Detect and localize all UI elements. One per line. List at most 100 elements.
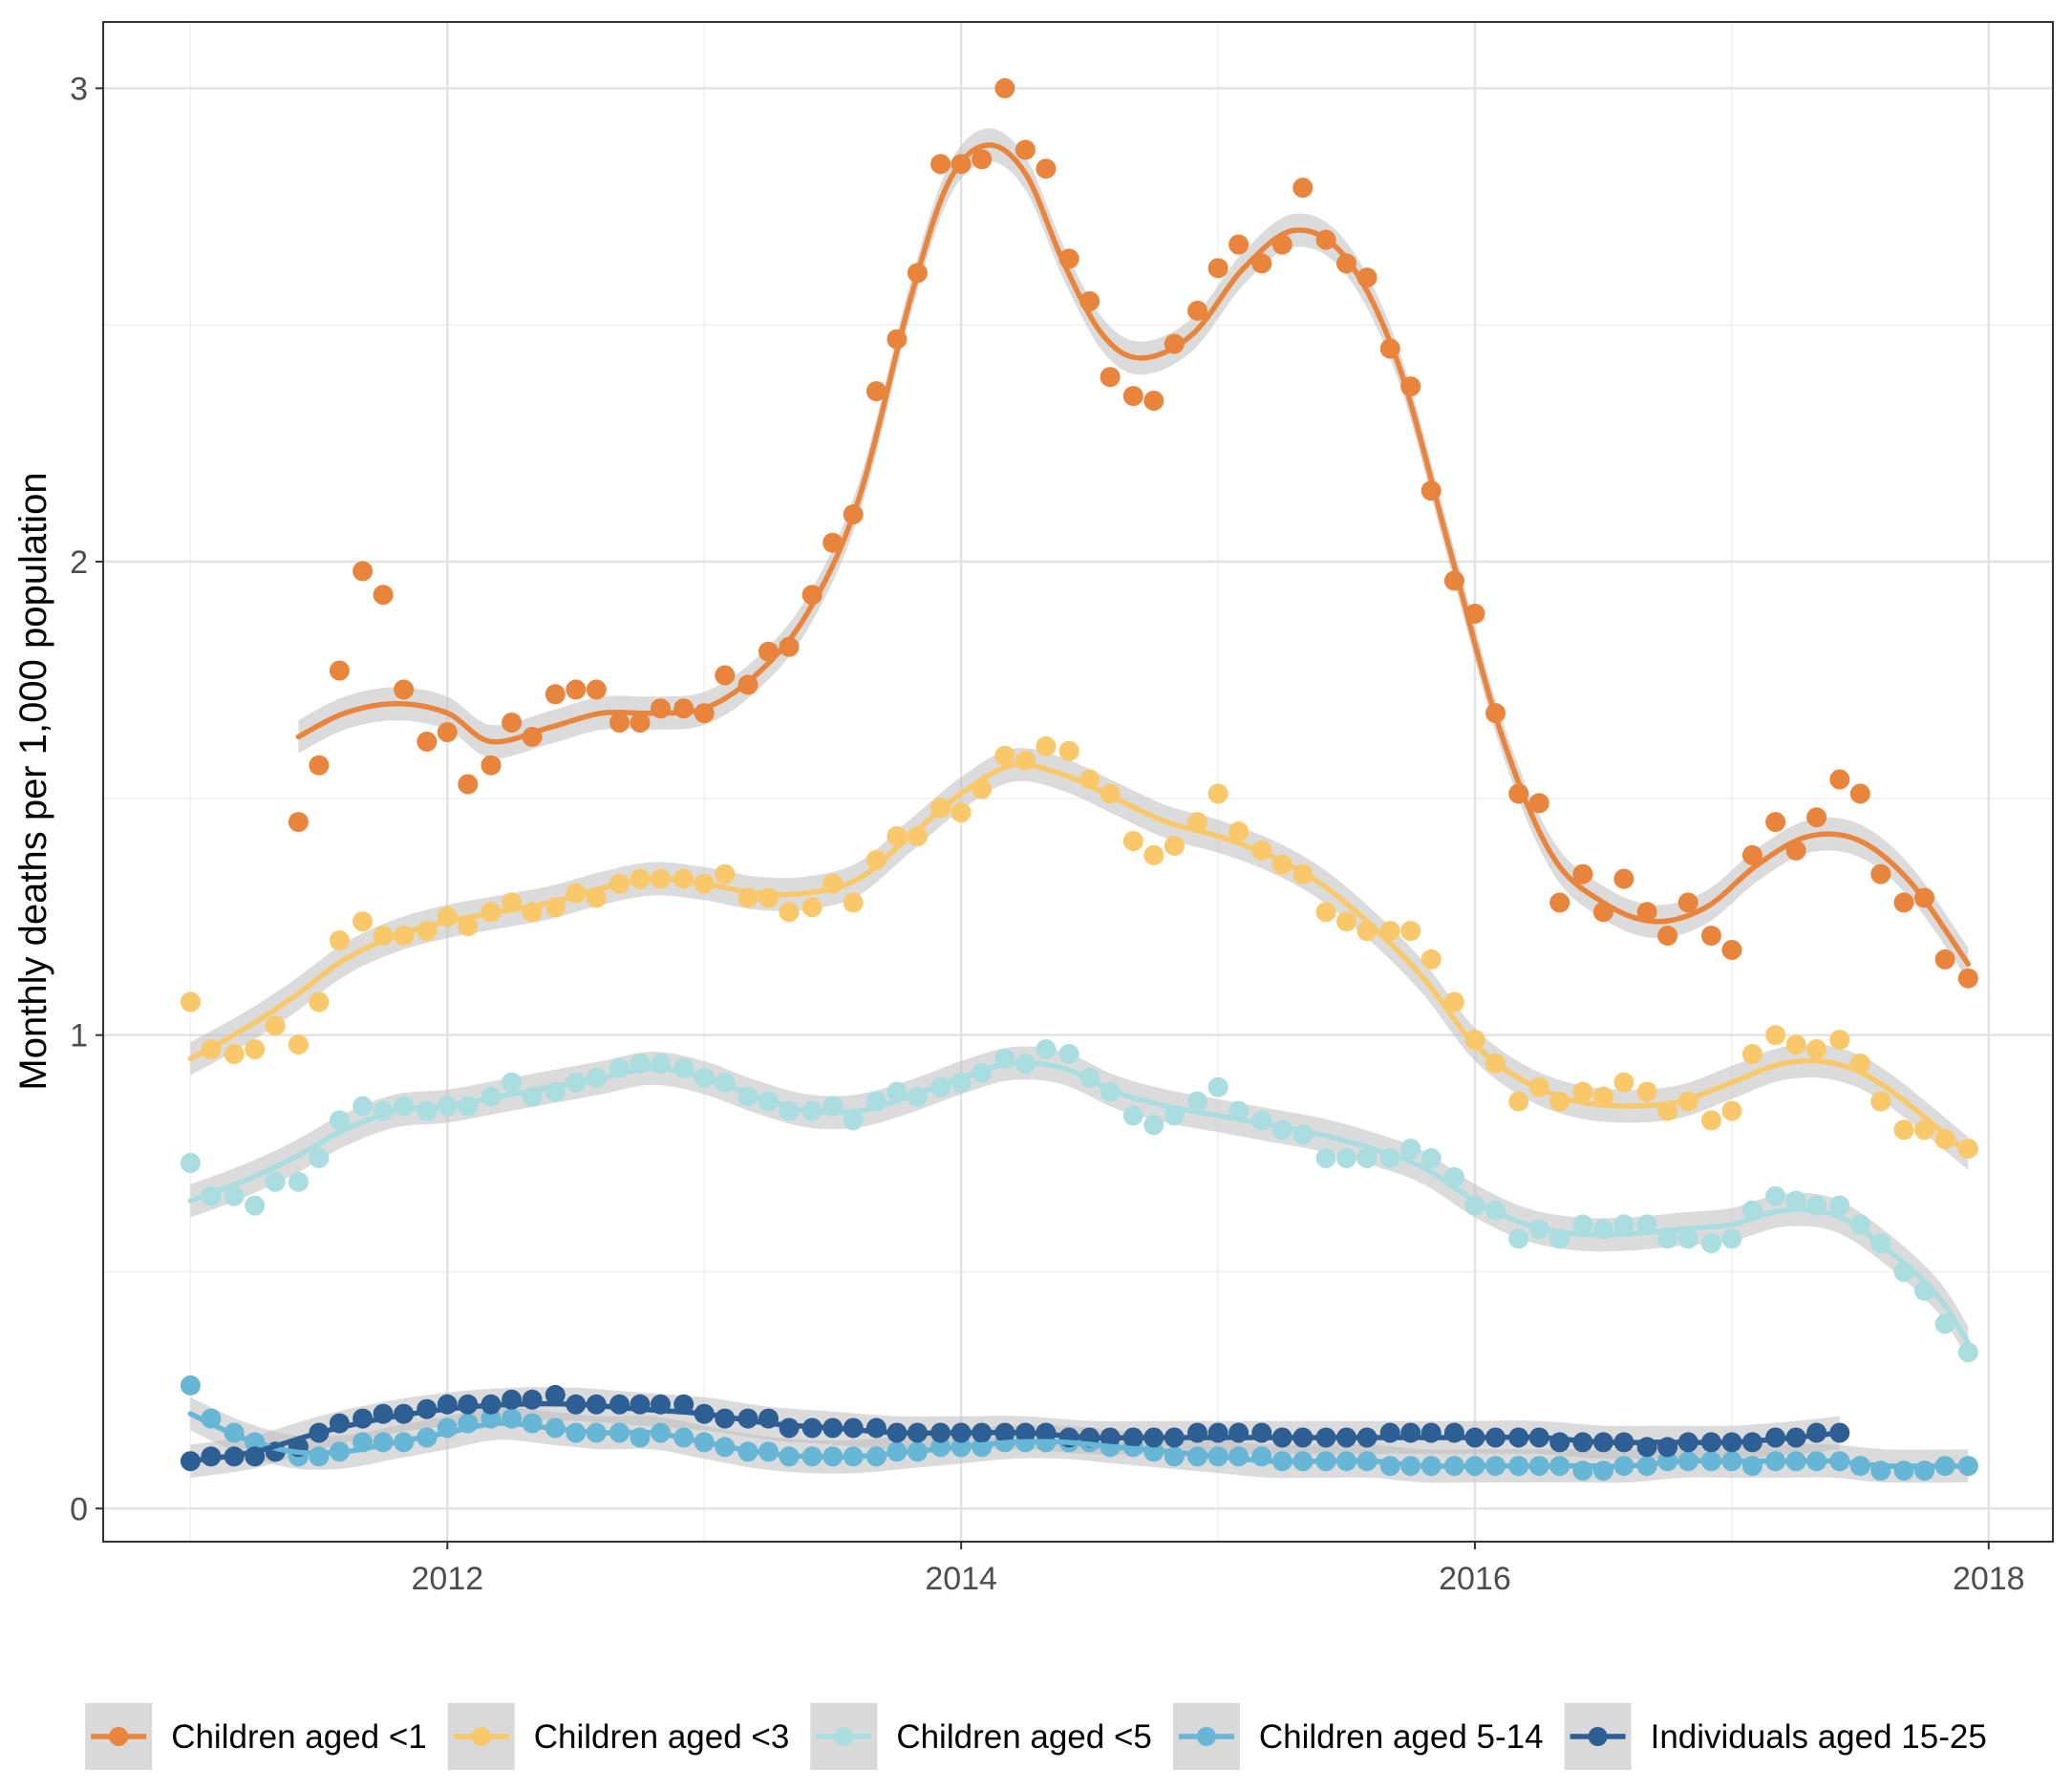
legend-label: Children aged 5-14 — [1259, 1718, 1544, 1756]
point-children-aged-3 — [352, 911, 374, 932]
point-children-aged-5 — [265, 1171, 286, 1192]
point-children-aged-1 — [1636, 902, 1657, 923]
point-children-aged-5 — [329, 1110, 350, 1131]
point-children-aged-5 — [1420, 1148, 1442, 1168]
point-children-aged-3 — [1228, 821, 1250, 842]
point-children-aged-1 — [930, 154, 951, 175]
point-children-aged-1 — [437, 722, 458, 742]
point-children-aged-1 — [865, 381, 886, 402]
point-children-aged-5 — [288, 1171, 309, 1192]
trend-line-individuals-aged-15-25 — [187, 1400, 1843, 1464]
point-children-aged-1 — [715, 665, 736, 686]
axes: 2012 2014 2016 2018 0 1 2 3 — [70, 71, 2025, 1597]
point-children-aged-1 — [1613, 868, 1634, 889]
point-children-aged-5 — [1122, 1105, 1143, 1126]
point-children-aged-1 — [1036, 159, 1057, 180]
point-children-aged-5 — [1058, 1044, 1079, 1064]
legend: Children aged <1 Children aged <3 Children… — [85, 1703, 1987, 1770]
y-tick-label: 2 — [70, 544, 88, 581]
point-children-aged-1 — [458, 774, 479, 795]
point-children-aged-3 — [265, 1015, 286, 1036]
point-children-aged-1 — [609, 713, 630, 733]
point-children-aged-5-14 — [180, 1374, 201, 1396]
x-tick-label: 2012 — [412, 1561, 484, 1597]
point-children-aged-1 — [1572, 863, 1593, 884]
point-children-aged-3 — [715, 863, 736, 884]
point-children-aged-5 — [1677, 1228, 1698, 1249]
point-children-aged-1 — [309, 755, 330, 776]
point-children-aged-3 — [1420, 948, 1442, 970]
point-children-aged-1 — [1100, 367, 1121, 388]
trend-line-children-aged-5 — [187, 1060, 1972, 1346]
point-children-aged-1 — [1741, 844, 1762, 865]
point-children-aged-3 — [779, 902, 800, 923]
legend-key-point — [834, 1727, 854, 1746]
point-children-aged-5 — [1613, 1214, 1634, 1235]
point-children-aged-3 — [1700, 1110, 1721, 1131]
point-children-aged-5 — [1700, 1233, 1721, 1254]
point-children-aged-5 — [309, 1148, 330, 1168]
point-children-aged-3 — [1315, 902, 1336, 923]
point-children-aged-1 — [1677, 892, 1698, 913]
point-children-aged-1 — [545, 684, 566, 705]
point-children-aged-5-14 — [309, 1446, 330, 1467]
point-children-aged-5 — [1207, 1076, 1228, 1097]
x-tick-label: 2018 — [1953, 1561, 2025, 1597]
point-children-aged-3 — [843, 892, 864, 913]
point-children-aged-3 — [288, 1034, 309, 1055]
point-children-aged-3 — [309, 991, 330, 1012]
point-children-aged-3 — [994, 745, 1015, 766]
legend-label: Children aged <3 — [534, 1718, 790, 1756]
point-children-aged-3 — [1207, 783, 1228, 804]
point-children-aged-3 — [758, 887, 779, 908]
point-children-aged-5 — [843, 1110, 864, 1131]
point-children-aged-3 — [1957, 1139, 1978, 1160]
point-children-aged-1 — [1806, 807, 1827, 828]
point-children-aged-5 — [1721, 1228, 1742, 1249]
point-children-aged-3 — [1464, 1030, 1485, 1051]
point-children-aged-3 — [1143, 844, 1164, 865]
legend-item-children-aged-1: Children aged <1 — [85, 1703, 427, 1770]
point-children-aged-3 — [1164, 835, 1185, 856]
plot-panel-border — [102, 21, 2054, 1543]
point-children-aged-1 — [1870, 863, 1891, 884]
point-children-aged-1 — [1549, 892, 1570, 913]
point-children-aged-1 — [994, 77, 1015, 98]
point-children-aged-1 — [1893, 892, 1914, 913]
point-children-aged-3 — [1914, 1119, 1934, 1140]
point-children-aged-5 — [1957, 1342, 1978, 1363]
point-children-aged-3 — [951, 802, 972, 823]
point-children-aged-1 — [1849, 783, 1870, 804]
point-children-aged-3 — [245, 1039, 266, 1059]
point-children-aged-1 — [373, 585, 394, 606]
x-tick-label: 2016 — [1439, 1561, 1511, 1597]
point-children-aged-5 — [1508, 1228, 1529, 1249]
point-children-aged-1 — [288, 812, 309, 833]
point-children-aged-3 — [458, 916, 479, 937]
point-children-aged-3 — [1122, 831, 1143, 851]
y-tick-label: 0 — [70, 1491, 88, 1527]
point-individuals-aged-15-25 — [1549, 1432, 1570, 1453]
y-tick-label: 1 — [70, 1018, 88, 1055]
point-children-aged-1 — [1700, 926, 1721, 947]
point-children-aged-3 — [1765, 1025, 1786, 1046]
point-children-aged-1 — [586, 679, 607, 700]
point-children-aged-3 — [1870, 1091, 1891, 1112]
point-children-aged-1 — [417, 731, 438, 752]
legend-item-children-aged-3: Children aged <3 — [447, 1703, 790, 1770]
point-children-aged-3 — [1036, 735, 1057, 756]
y-axis-title: Monthly deaths per 1,000 population — [12, 472, 54, 1090]
point-children-aged-5 — [1356, 1148, 1378, 1168]
point-children-aged-5 — [1336, 1148, 1356, 1168]
legend-item-individuals-aged-15-25: Individuals aged 15-25 — [1564, 1703, 1987, 1770]
legend-item-children-aged-5-14: Children aged 5-14 — [1172, 1703, 1544, 1770]
point-children-aged-1 — [972, 149, 993, 170]
point-children-aged-3 — [1934, 1129, 1955, 1150]
point-children-aged-1 — [779, 636, 800, 657]
trend-line-children-aged-5-14 — [187, 1411, 1972, 1469]
point-children-aged-5 — [1036, 1039, 1057, 1059]
point-children-aged-5 — [245, 1195, 266, 1216]
point-children-aged-1 — [1721, 940, 1742, 960]
point-children-aged-1 — [352, 561, 374, 582]
point-children-aged-3 — [1058, 740, 1079, 761]
